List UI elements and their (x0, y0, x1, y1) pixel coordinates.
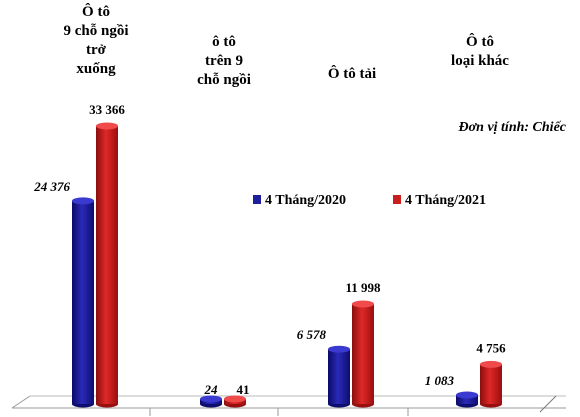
category-label-1: ô tô trên 9 chỗ ngồi (197, 34, 251, 88)
bar-cap-2021-1 (224, 395, 246, 403)
value-label-2021-1: 41 (237, 382, 250, 397)
bars-group (72, 122, 502, 408)
unit-note: Đơn vị tính: Chiếc (458, 120, 567, 135)
legend-swatch-2021 (393, 195, 401, 204)
bar-cap-2020-1 (200, 395, 222, 403)
bar-2020-2 (328, 349, 350, 404)
value-label-2021-3: 4 756 (476, 340, 506, 355)
bar-2021-3 (480, 364, 502, 404)
value-label-2020-2: 6 578 (297, 327, 327, 342)
axis-break-mark (539, 395, 557, 413)
bar-2021-0 (96, 126, 118, 404)
bar-2021-2 (352, 304, 374, 404)
bar-2020-0 (72, 200, 94, 404)
value-labels-group: 24 376 24 6 578 1 083 33 366 41 11 998 4 756 (33, 102, 506, 397)
category-label-0-line-2: trở (86, 42, 107, 58)
category-label-1-line-2: chỗ ngồi (197, 72, 251, 88)
legend-label-2021: 4 Tháng/2021 (405, 193, 486, 208)
bar-cap-2020-2 (328, 345, 350, 353)
category-label-3: Ô tô loại khác (451, 33, 509, 69)
category-labels-group: Ô tô 9 chỗ ngồi trở xuống ô tô trên 9 chỗ ngồi… (63, 3, 509, 88)
bar-cap-2020-3 (456, 391, 478, 399)
value-label-2021-2: 11 998 (345, 280, 381, 295)
bar-2020-3 (456, 394, 478, 404)
category-label-0: Ô tô 9 chỗ ngồi trở xuống (63, 3, 128, 77)
category-label-2: Ô tô tải (328, 65, 376, 82)
category-label-1-line-0: ô tô (212, 34, 236, 50)
value-label-2021-0: 33 366 (89, 102, 125, 117)
value-label-2020-3: 1 083 (425, 373, 455, 388)
category-label-3-line-1: loại khác (451, 53, 509, 69)
category-label-2-line-0: Ô tô tải (328, 65, 376, 82)
category-label-1-line-1: trên 9 (205, 53, 243, 69)
value-label-2020-1: 24 (204, 382, 219, 397)
bar-cap-2021-0 (96, 122, 118, 130)
bar-cap-2021-3 (480, 360, 502, 368)
bar-cap-2020-0 (72, 197, 94, 205)
category-label-0-line-3: xuống (76, 61, 116, 77)
legend-swatch-2020 (253, 195, 261, 204)
bar-cap-2021-2 (352, 300, 374, 308)
legend: 4 Tháng/2020 4 Tháng/2021 (253, 193, 486, 208)
legend-label-2020: 4 Tháng/2020 (265, 193, 346, 208)
category-label-3-line-0: Ô tô (466, 33, 494, 50)
value-label-2020-0: 24 376 (33, 179, 70, 194)
category-label-0-line-1: 9 chỗ ngồi (63, 23, 128, 39)
category-label-0-line-0: Ô tô (82, 3, 110, 20)
x-axis-floor-edge (11, 395, 31, 409)
